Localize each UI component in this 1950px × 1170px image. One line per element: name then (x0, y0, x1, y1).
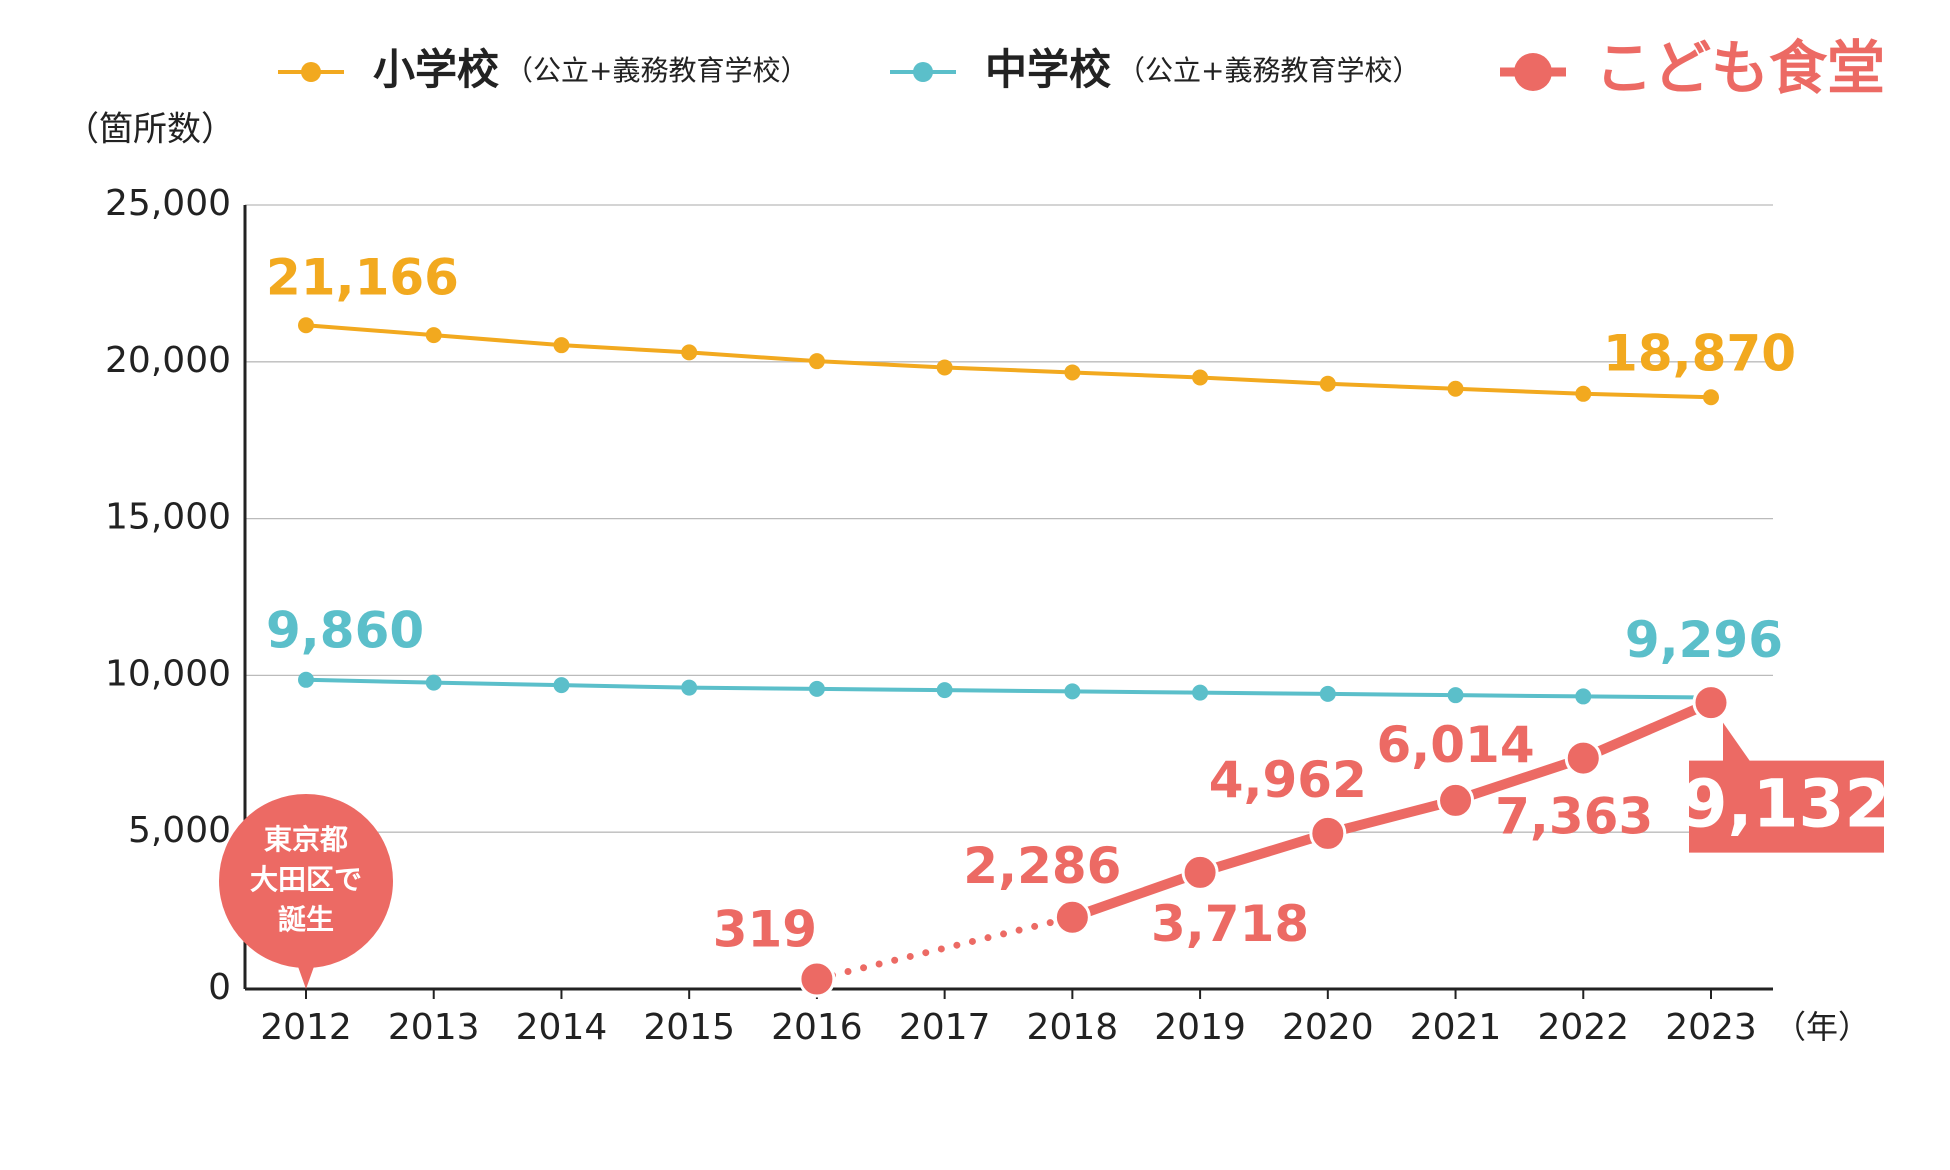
data-point (681, 679, 698, 696)
data-point (681, 344, 698, 361)
legend-marker (301, 62, 321, 82)
gap-connector (813, 913, 1076, 983)
data-point (1703, 389, 1719, 406)
x-tick-label: 2015 (643, 1007, 735, 1048)
value-label: 21,166 (266, 249, 459, 307)
x-tick-label: 2023 (1665, 1007, 1757, 1048)
x-tick-label: 2014 (516, 1007, 608, 1048)
annotation-text: 誕生 (278, 903, 334, 936)
legend-marker (913, 62, 933, 82)
value-label: 4,962 (1209, 751, 1367, 809)
series-line (305, 323, 1712, 400)
data-point (1437, 781, 1475, 819)
legend-label: こども食堂 (1595, 34, 1885, 102)
data-point (1447, 380, 1464, 397)
x-tick-label: 2018 (1027, 1007, 1119, 1048)
data-point (1447, 687, 1464, 704)
data-point (1575, 688, 1592, 705)
value-label: 3,718 (1151, 895, 1309, 953)
data-point (1053, 898, 1091, 936)
legend-name: 小学校 (373, 45, 499, 94)
data-point (1192, 369, 1209, 386)
x-tick-label: 2019 (1154, 1007, 1246, 1048)
legend-name: こども食堂 (1595, 34, 1885, 102)
annotation-pointer (296, 961, 316, 989)
value-box (1689, 760, 1884, 853)
y-tick-label: 15,000 (105, 497, 231, 538)
legend-note: （公立+義務教育学校） (1117, 54, 1420, 87)
data-point (936, 359, 953, 376)
data-point (808, 353, 825, 370)
data-point (425, 674, 442, 691)
data-point (1064, 364, 1081, 381)
y-tick-label: 5,000 (128, 810, 231, 851)
y-tick-label: 20,000 (105, 340, 231, 381)
x-tick-label: 2022 (1537, 1007, 1629, 1048)
data-point (298, 671, 314, 688)
y-tick-label: 10,000 (105, 653, 231, 694)
x-tick-label: 2012 (260, 1007, 352, 1048)
x-tick-label: 2021 (1410, 1007, 1502, 1048)
data-point (1309, 814, 1347, 852)
x-tick-label: 2020 (1282, 1007, 1374, 1048)
data-point (1064, 683, 1081, 700)
y-tick-label: 25,000 (105, 183, 231, 224)
value-label: 9,860 (266, 601, 424, 659)
annotation-text: 大田区で (250, 863, 362, 896)
value-label: 7,363 (1495, 788, 1653, 846)
x-tick-label: 2013 (388, 1007, 480, 1048)
legend-marker (1514, 53, 1552, 91)
value-label: 2,286 (963, 837, 1121, 895)
data-point (936, 682, 953, 699)
y-tick-label: 0 (208, 967, 231, 1008)
data-point (1181, 853, 1219, 891)
value-label: 6,014 (1376, 716, 1534, 774)
data-point (1575, 385, 1592, 402)
value-label: 319 (713, 900, 817, 958)
series-line (305, 677, 1712, 700)
data-point (1319, 375, 1336, 392)
annotation-bubble (219, 794, 393, 968)
data-point (808, 680, 825, 697)
data-point (1564, 739, 1602, 777)
data-point (425, 327, 442, 344)
data-point (1192, 684, 1209, 701)
y-axis-label: （箇所数） (65, 110, 235, 150)
value-box-pointer (1723, 722, 1751, 763)
x-axis-unit: （年） (1774, 1008, 1870, 1046)
data-point (553, 677, 570, 694)
series-line (1070, 698, 1713, 923)
data-point (298, 317, 314, 334)
legend-label: 中学校 （公立+義務教育学校） (985, 45, 1420, 94)
data-point (553, 337, 570, 354)
legend-name: 中学校 (985, 45, 1111, 94)
x-tick-label: 2016 (771, 1007, 863, 1048)
x-tick-label: 2017 (899, 1007, 991, 1048)
value-label: 18,870 (1603, 325, 1796, 383)
legend-note: （公立+義務教育学校） (505, 54, 808, 87)
legend-label: 小学校 （公立+義務教育学校） (373, 45, 808, 94)
data-point (798, 960, 836, 998)
data-point (1692, 684, 1730, 722)
annotation-text: 東京都 (264, 823, 348, 856)
value-label: 9,296 (1625, 611, 1783, 669)
value-label: 9,132 (1682, 766, 1891, 843)
data-point (1319, 685, 1336, 702)
